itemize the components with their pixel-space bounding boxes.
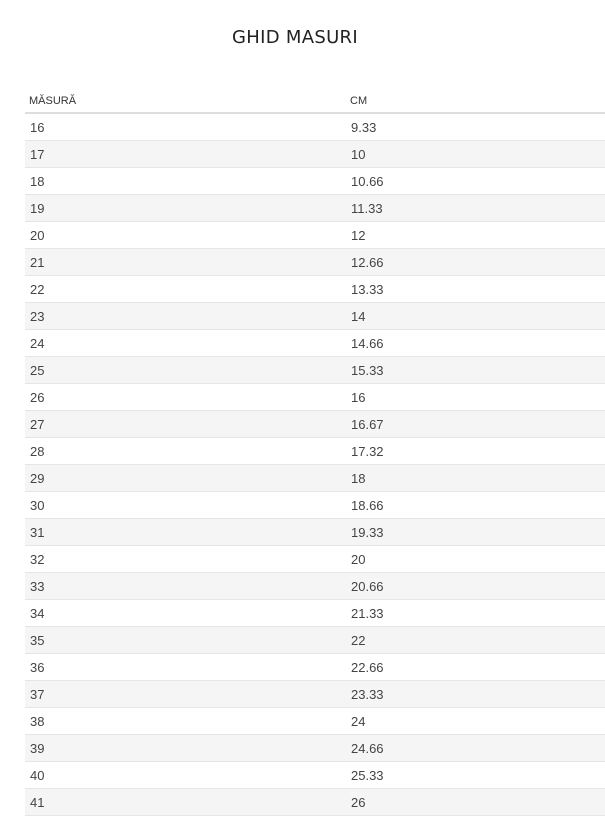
cm-cell: 20 — [346, 545, 605, 573]
table-header-row: MĂSURĂ CM — [25, 90, 605, 114]
cm-cell: 20.66 — [346, 572, 605, 600]
table-row: 38 24 — [25, 707, 605, 735]
size-cell: 22 — [25, 275, 346, 303]
table-row: 35 22 — [25, 626, 605, 654]
size-cell: 32 — [25, 545, 346, 573]
size-cell: 35 — [25, 626, 346, 654]
size-cell: 34 — [25, 599, 346, 627]
cm-cell: 17.32 — [346, 437, 605, 465]
table-row: 25 15.33 — [25, 356, 605, 384]
cm-cell: 16.67 — [346, 410, 605, 438]
size-cell: 25 — [25, 356, 346, 384]
table-row: 24 14.66 — [25, 329, 605, 357]
cm-cell: 11.33 — [346, 194, 605, 222]
cm-cell: 9.33 — [346, 113, 605, 141]
size-cell: 26 — [25, 383, 346, 411]
cm-cell: 19.33 — [346, 518, 605, 546]
table-row: 20 12 — [25, 221, 605, 249]
size-cell: 21 — [25, 248, 346, 276]
table-row: 33 20.66 — [25, 572, 605, 600]
column-header-cm: CM — [346, 90, 605, 114]
size-cell: 23 — [25, 302, 346, 330]
size-guide-table: MĂSURĂ CM 16 9.33 17 10 18 10.66 19 11.33 20 12 21… — [25, 90, 605, 816]
size-cell: 41 — [25, 788, 346, 816]
column-header-size: MĂSURĂ — [25, 90, 346, 114]
cm-cell: 12.66 — [346, 248, 605, 276]
cm-cell: 10.66 — [346, 167, 605, 195]
size-cell: 40 — [25, 761, 346, 789]
table-row: 23 14 — [25, 302, 605, 330]
table-row: 17 10 — [25, 140, 605, 168]
table-row: 19 11.33 — [25, 194, 605, 222]
page-title: GHID MASURI — [232, 27, 358, 48]
size-cell: 24 — [25, 329, 346, 357]
table-row: 29 18 — [25, 464, 605, 492]
cm-cell: 23.33 — [346, 680, 605, 708]
size-cell: 19 — [25, 194, 346, 222]
table-row: 34 21.33 — [25, 599, 605, 627]
cm-cell: 22 — [346, 626, 605, 654]
table-row: 26 16 — [25, 383, 605, 411]
cm-cell: 26 — [346, 788, 605, 816]
cm-cell: 18.66 — [346, 491, 605, 519]
size-cell: 29 — [25, 464, 346, 492]
table-row: 30 18.66 — [25, 491, 605, 519]
cm-cell: 14.66 — [346, 329, 605, 357]
size-cell: 31 — [25, 518, 346, 546]
size-cell: 33 — [25, 572, 346, 600]
size-cell: 30 — [25, 491, 346, 519]
cm-cell: 18 — [346, 464, 605, 492]
table-row: 41 26 — [25, 788, 605, 816]
table-row: 32 20 — [25, 545, 605, 573]
cm-cell: 21.33 — [346, 599, 605, 627]
cm-cell: 25.33 — [346, 761, 605, 789]
size-cell: 37 — [25, 680, 346, 708]
cm-cell: 24.66 — [346, 734, 605, 762]
table-row: 36 22.66 — [25, 653, 605, 681]
cm-cell: 22.66 — [346, 653, 605, 681]
table-row: 39 24.66 — [25, 734, 605, 762]
cm-cell: 10 — [346, 140, 605, 168]
cm-cell: 16 — [346, 383, 605, 411]
table-row: 40 25.33 — [25, 761, 605, 789]
cm-cell: 13.33 — [346, 275, 605, 303]
size-cell: 28 — [25, 437, 346, 465]
size-cell: 20 — [25, 221, 346, 249]
cm-cell: 12 — [346, 221, 605, 249]
size-cell: 38 — [25, 707, 346, 735]
size-cell: 18 — [25, 167, 346, 195]
table-row: 16 9.33 — [25, 113, 605, 141]
table-row: 31 19.33 — [25, 518, 605, 546]
size-cell: 16 — [25, 113, 346, 141]
table-row: 22 13.33 — [25, 275, 605, 303]
size-cell: 39 — [25, 734, 346, 762]
table-row: 18 10.66 — [25, 167, 605, 195]
size-cell: 17 — [25, 140, 346, 168]
cm-cell: 14 — [346, 302, 605, 330]
table-row: 37 23.33 — [25, 680, 605, 708]
size-cell: 36 — [25, 653, 346, 681]
cm-cell: 24 — [346, 707, 605, 735]
table-row: 21 12.66 — [25, 248, 605, 276]
cm-cell: 15.33 — [346, 356, 605, 384]
table-row: 28 17.32 — [25, 437, 605, 465]
table-row: 27 16.67 — [25, 410, 605, 438]
size-cell: 27 — [25, 410, 346, 438]
